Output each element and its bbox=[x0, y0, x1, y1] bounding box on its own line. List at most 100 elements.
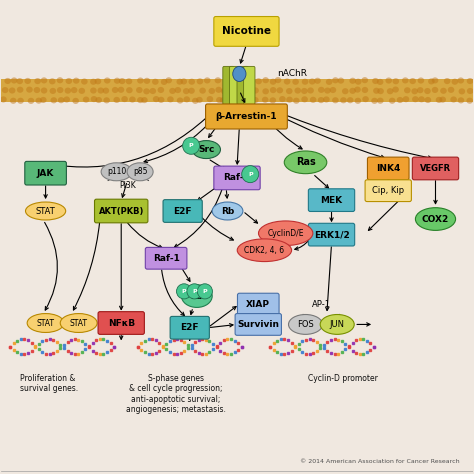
Ellipse shape bbox=[373, 88, 380, 94]
Text: MEK: MEK bbox=[320, 196, 343, 205]
Circle shape bbox=[176, 284, 191, 299]
Ellipse shape bbox=[337, 78, 344, 84]
Ellipse shape bbox=[440, 88, 447, 94]
Ellipse shape bbox=[183, 88, 190, 94]
Ellipse shape bbox=[439, 97, 446, 103]
Text: PI3K: PI3K bbox=[119, 182, 136, 191]
Text: Src: Src bbox=[198, 145, 214, 154]
Ellipse shape bbox=[262, 88, 269, 94]
Text: Ras: Ras bbox=[296, 157, 315, 167]
Ellipse shape bbox=[196, 97, 203, 103]
Ellipse shape bbox=[103, 97, 110, 103]
Text: VEGFR: VEGFR bbox=[420, 164, 451, 173]
FancyBboxPatch shape bbox=[98, 312, 145, 334]
Ellipse shape bbox=[112, 87, 118, 93]
Ellipse shape bbox=[126, 78, 132, 84]
Ellipse shape bbox=[34, 87, 40, 93]
Ellipse shape bbox=[289, 315, 322, 334]
Ellipse shape bbox=[444, 78, 450, 84]
Ellipse shape bbox=[9, 87, 16, 93]
Ellipse shape bbox=[60, 314, 97, 332]
Ellipse shape bbox=[129, 97, 136, 102]
Ellipse shape bbox=[229, 88, 236, 94]
Ellipse shape bbox=[323, 96, 330, 102]
Ellipse shape bbox=[293, 98, 300, 104]
Ellipse shape bbox=[189, 79, 195, 85]
Ellipse shape bbox=[188, 88, 195, 94]
Ellipse shape bbox=[176, 79, 183, 85]
Circle shape bbox=[197, 284, 212, 299]
Ellipse shape bbox=[27, 314, 64, 332]
Ellipse shape bbox=[411, 88, 418, 94]
Ellipse shape bbox=[153, 96, 159, 102]
Ellipse shape bbox=[258, 221, 313, 246]
Ellipse shape bbox=[355, 79, 362, 85]
Ellipse shape bbox=[467, 78, 474, 84]
Ellipse shape bbox=[221, 88, 228, 94]
Ellipse shape bbox=[389, 98, 395, 104]
Text: STAT: STAT bbox=[70, 319, 88, 328]
Ellipse shape bbox=[355, 98, 361, 104]
Ellipse shape bbox=[424, 88, 431, 94]
Text: P: P bbox=[248, 172, 253, 177]
Ellipse shape bbox=[252, 87, 259, 93]
FancyBboxPatch shape bbox=[170, 317, 210, 339]
Text: Proliferation &
survival genes.: Proliferation & survival genes. bbox=[19, 374, 78, 393]
Ellipse shape bbox=[417, 87, 424, 93]
Ellipse shape bbox=[95, 97, 102, 103]
Ellipse shape bbox=[377, 79, 383, 85]
Ellipse shape bbox=[347, 97, 354, 103]
Ellipse shape bbox=[17, 98, 24, 104]
Text: nAChR: nAChR bbox=[277, 70, 307, 79]
Ellipse shape bbox=[26, 87, 33, 93]
Text: Nicotine: Nicotine bbox=[222, 27, 271, 36]
Ellipse shape bbox=[425, 97, 431, 103]
FancyBboxPatch shape bbox=[0, 79, 474, 102]
Ellipse shape bbox=[157, 87, 164, 93]
Ellipse shape bbox=[233, 66, 246, 82]
Ellipse shape bbox=[307, 87, 314, 93]
FancyBboxPatch shape bbox=[237, 66, 248, 105]
Ellipse shape bbox=[219, 97, 226, 103]
Text: XIAP: XIAP bbox=[246, 300, 270, 309]
Ellipse shape bbox=[457, 97, 464, 103]
Ellipse shape bbox=[11, 77, 18, 83]
FancyBboxPatch shape bbox=[206, 104, 287, 129]
Ellipse shape bbox=[301, 88, 308, 94]
Ellipse shape bbox=[58, 97, 64, 103]
FancyBboxPatch shape bbox=[214, 166, 260, 190]
Ellipse shape bbox=[314, 78, 321, 84]
Ellipse shape bbox=[255, 78, 262, 84]
Ellipse shape bbox=[224, 79, 230, 85]
Ellipse shape bbox=[209, 88, 215, 94]
Ellipse shape bbox=[215, 77, 221, 83]
Ellipse shape bbox=[466, 98, 473, 104]
FancyBboxPatch shape bbox=[214, 17, 279, 46]
FancyBboxPatch shape bbox=[237, 293, 279, 315]
Ellipse shape bbox=[318, 87, 325, 93]
Ellipse shape bbox=[402, 96, 409, 102]
Ellipse shape bbox=[432, 87, 438, 93]
Ellipse shape bbox=[158, 97, 164, 103]
FancyBboxPatch shape bbox=[412, 157, 459, 180]
Ellipse shape bbox=[237, 239, 292, 262]
Ellipse shape bbox=[309, 78, 316, 84]
Text: P: P bbox=[182, 289, 186, 294]
Ellipse shape bbox=[181, 78, 187, 84]
Ellipse shape bbox=[113, 97, 120, 103]
Circle shape bbox=[242, 165, 259, 182]
Text: CDK2, 4, 6: CDK2, 4, 6 bbox=[245, 246, 284, 255]
Ellipse shape bbox=[98, 87, 104, 93]
Ellipse shape bbox=[41, 88, 47, 93]
Ellipse shape bbox=[362, 77, 368, 83]
Ellipse shape bbox=[73, 98, 79, 104]
Ellipse shape bbox=[64, 88, 71, 94]
Ellipse shape bbox=[418, 77, 424, 83]
Ellipse shape bbox=[404, 87, 410, 93]
Text: COX2: COX2 bbox=[422, 215, 449, 224]
Ellipse shape bbox=[418, 96, 425, 102]
Ellipse shape bbox=[428, 78, 435, 84]
Ellipse shape bbox=[177, 98, 183, 104]
FancyBboxPatch shape bbox=[146, 247, 187, 269]
Ellipse shape bbox=[183, 96, 190, 102]
